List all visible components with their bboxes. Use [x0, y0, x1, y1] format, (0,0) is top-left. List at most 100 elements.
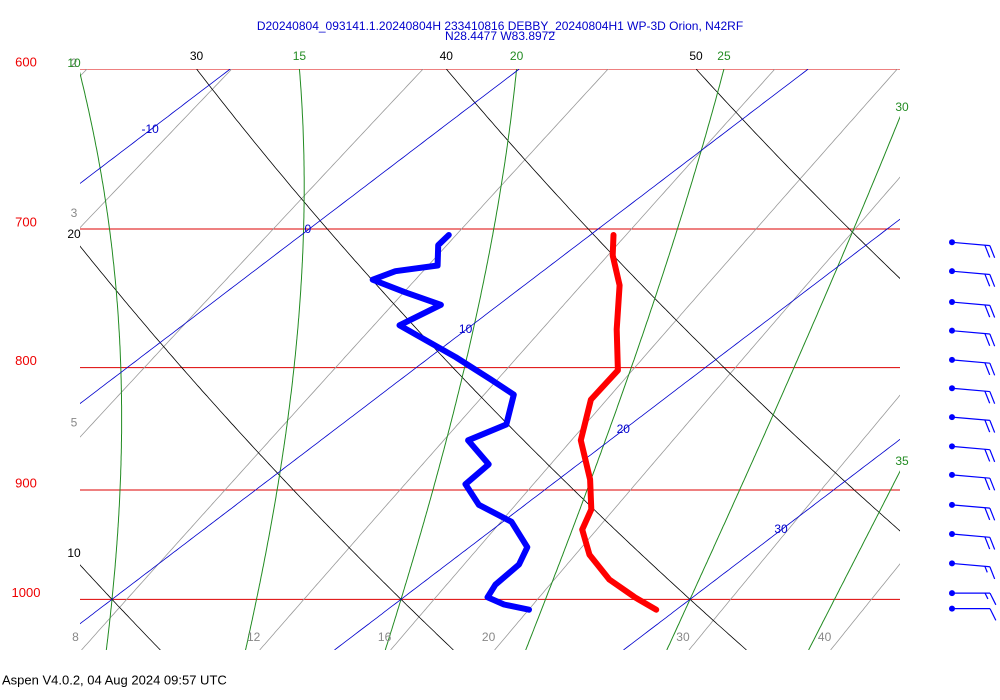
- mixing-ratio-line: [390, 69, 898, 650]
- barb-feather: [989, 362, 996, 376]
- barb-feather: [984, 536, 991, 550]
- barb-staff: [951, 301, 990, 306]
- mixing-ratio-line-label: 12: [247, 630, 261, 644]
- barb-feather: [984, 507, 991, 521]
- isotherm: [80, 69, 809, 625]
- mixing-ratio-line: [81, 69, 609, 650]
- wind-barb: [949, 268, 996, 287]
- barb-staff: [951, 474, 990, 479]
- moist-adiabat-label: 15: [293, 49, 307, 63]
- y-tick-label: 1000: [12, 585, 41, 600]
- mixing-ratio-line: [688, 394, 900, 650]
- barb-feather: [984, 449, 991, 462]
- barb-feather: [989, 305, 996, 318]
- mixing-ratio-line-label: 8: [72, 630, 79, 644]
- isotherm-label: -10: [141, 122, 159, 136]
- profiles: [369, 232, 660, 613]
- mixing-ratio-line: [80, 69, 424, 438]
- mixing-ratio-line-label: 3: [71, 206, 78, 220]
- barb-feather: [984, 477, 991, 491]
- moist-adiabat: [80, 71, 123, 650]
- mixing-ratio-line-label: 30: [676, 630, 690, 644]
- barb-feather: [989, 391, 996, 404]
- mixing-ratio-line-label: 16: [378, 630, 392, 644]
- barb-feather: [989, 566, 996, 580]
- isotherm: [334, 218, 900, 650]
- mixing-ratio-line: [259, 69, 776, 650]
- barb-feather: [984, 592, 989, 600]
- mixing-ratio-line: [80, 69, 88, 77]
- barb-feather: [989, 449, 996, 463]
- barb-staff: [951, 504, 990, 509]
- moist-adiabat: [808, 470, 900, 650]
- barb-staff: [951, 330, 990, 335]
- mixing-ratio-line-label: 40: [818, 630, 832, 644]
- dry-adiabat: [80, 245, 454, 650]
- background-lines: [80, 69, 900, 650]
- moist-adiabat-label: 20: [510, 49, 524, 63]
- barb-staff: [951, 270, 990, 276]
- barb-feather: [984, 333, 991, 346]
- wind-barb: [949, 327, 996, 347]
- barb-feather: [984, 390, 991, 404]
- barb-feather: [989, 537, 996, 550]
- moist-adiabat-label: 30: [895, 100, 909, 114]
- profile-line: [369, 232, 532, 613]
- y-tick-label: 700: [15, 214, 37, 229]
- profile-line: [577, 232, 660, 613]
- dry-adiabat: [695, 69, 900, 280]
- mixing-ratio-line: [80, 69, 233, 229]
- dry-adiabat-label: 20: [67, 227, 81, 241]
- wind-barb: [949, 501, 996, 521]
- barb-staff: [951, 416, 990, 422]
- chart-subtitle: N28.4477 W83.8972: [445, 29, 555, 43]
- barb-feather: [989, 507, 996, 521]
- barb-feather: [989, 274, 996, 287]
- dry-adiabat-label: 40: [440, 49, 454, 63]
- mixing-ratio-line-label: 2: [71, 56, 78, 70]
- barb-feather: [989, 592, 997, 606]
- dry-adiabat: [196, 69, 747, 650]
- barb-staff: [951, 387, 990, 393]
- moist-adiabat: [245, 69, 305, 650]
- barb-feather: [989, 420, 996, 433]
- barb-feather: [984, 419, 991, 433]
- dry-adiabat: [445, 69, 900, 532]
- barb-feather: [984, 273, 991, 287]
- moist-adiabat: [666, 115, 900, 650]
- wind-barb: [949, 443, 996, 463]
- barb-feather: [989, 608, 997, 621]
- isotherm-label: 30: [774, 522, 788, 536]
- moist-adiabat-label: 10: [67, 56, 81, 70]
- barb-feather: [984, 362, 991, 376]
- wind-barb: [949, 531, 996, 550]
- wind-barb: [949, 560, 996, 580]
- isotherm-label: 10: [459, 322, 473, 336]
- barb-staff: [951, 241, 990, 247]
- dry-adiabat-label: 30: [190, 49, 204, 63]
- mixing-ratio-line: [494, 176, 900, 650]
- footer: Aspen V4.0.2, 04 Aug 2024 09:57 UTC: [2, 672, 227, 687]
- barb-feather: [984, 244, 991, 258]
- y-tick-label: 800: [15, 353, 37, 368]
- dry-adiabat: [80, 564, 161, 650]
- moist-adiabat: [525, 69, 725, 650]
- moist-adiabat: [384, 69, 518, 650]
- isotherm: [80, 69, 520, 405]
- wind-barb: [949, 471, 996, 491]
- chart-title: D20240804_093141.1.20240804H 233410816 D…: [257, 19, 743, 33]
- barb-feather: [989, 477, 996, 491]
- barb-staff: [951, 445, 990, 451]
- y-tick-label: 900: [15, 475, 37, 490]
- moist-adiabat-label: 35: [895, 454, 909, 468]
- barb-feather: [989, 245, 996, 259]
- wind-barb: [949, 590, 997, 606]
- wind-barb: [949, 385, 996, 404]
- mixing-ratio-line-label: 20: [482, 630, 496, 644]
- moist-adiabat-label: 25: [717, 49, 731, 63]
- barb-feather: [984, 304, 991, 318]
- isotherm: [623, 438, 900, 650]
